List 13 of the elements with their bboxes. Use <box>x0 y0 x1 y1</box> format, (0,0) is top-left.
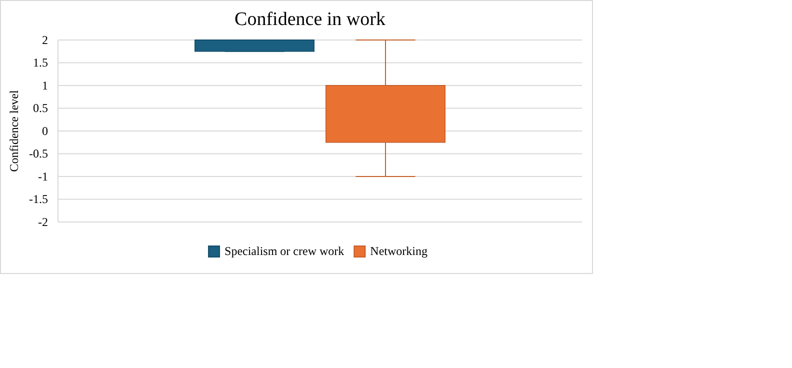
y-tick-label: 1.5 <box>33 56 48 70</box>
legend-label: Networking <box>370 244 428 258</box>
y-tick-label: -2 <box>38 214 48 229</box>
y-tick-label: 1 <box>42 78 48 92</box>
y-tick-label: 0.5 <box>33 101 48 116</box>
y-tick-label: 2 <box>42 32 48 47</box>
legend-label: Specialism or crew work <box>224 244 344 258</box>
y-tick-label: -1 <box>38 169 48 184</box>
y-tick-label: -0.5 <box>29 146 48 161</box>
chart-title: Confidence in work <box>234 9 386 30</box>
y-axis-title: Confidence level <box>7 90 21 172</box>
y-tick-label: 0 <box>42 124 48 138</box>
y-tick-label: -1.5 <box>29 192 48 206</box>
